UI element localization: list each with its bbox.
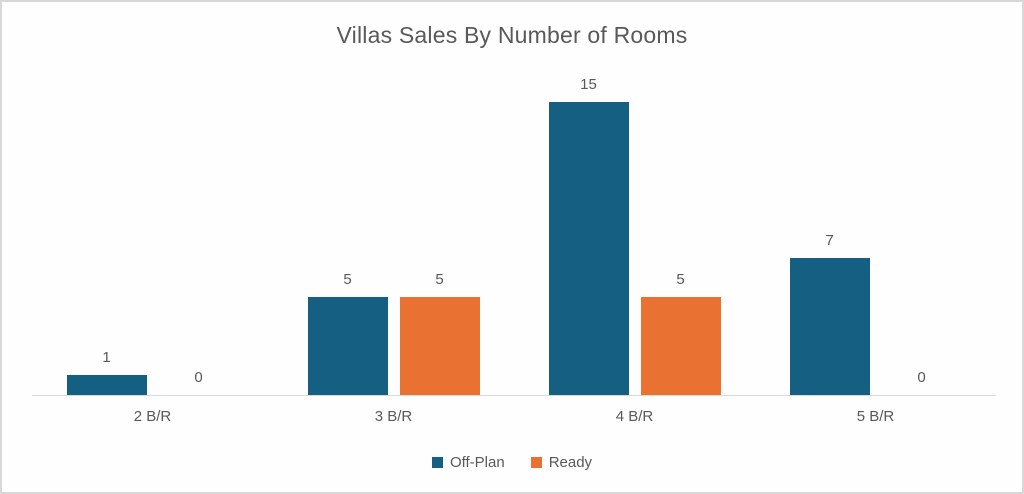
chart-title: Villas Sales By Number of Rooms	[336, 22, 688, 48]
bar-ready-4br	[640, 297, 721, 395]
data-label: 0	[917, 369, 926, 386]
bar-off-plan-4br	[548, 102, 629, 395]
x-axis-category-label: 5 B/R	[856, 408, 895, 425]
legend-item-ready: Ready	[530, 454, 593, 471]
bar-off-plan-5br	[789, 258, 870, 395]
data-label: 5	[435, 271, 444, 289]
bar-off-plan-2br	[66, 375, 147, 395]
data-label: 7	[825, 232, 834, 250]
x-axis-line	[32, 395, 996, 396]
bar-off-plan-3br	[307, 297, 388, 395]
data-label: 15	[580, 76, 597, 93]
x-axis-category-label: 2 B/R	[133, 408, 172, 425]
legend-label: Off-Plan	[449, 454, 505, 471]
legend-item-off-plan: Off-Plan	[431, 454, 505, 471]
legend-swatch-icon	[530, 457, 542, 468]
x-axis-category-label: 3 B/R	[374, 408, 413, 425]
data-label: 5	[343, 271, 352, 289]
bar-ready-3br	[399, 297, 480, 395]
data-label: 0	[194, 369, 203, 386]
legend: Off-Plan Ready	[2, 454, 1022, 471]
data-label: 5	[676, 271, 685, 289]
data-label: 1	[102, 349, 111, 367]
legend-label: Ready	[548, 454, 593, 471]
x-axis-category-label: 4 B/R	[615, 408, 654, 425]
legend-swatch-icon	[431, 457, 443, 468]
